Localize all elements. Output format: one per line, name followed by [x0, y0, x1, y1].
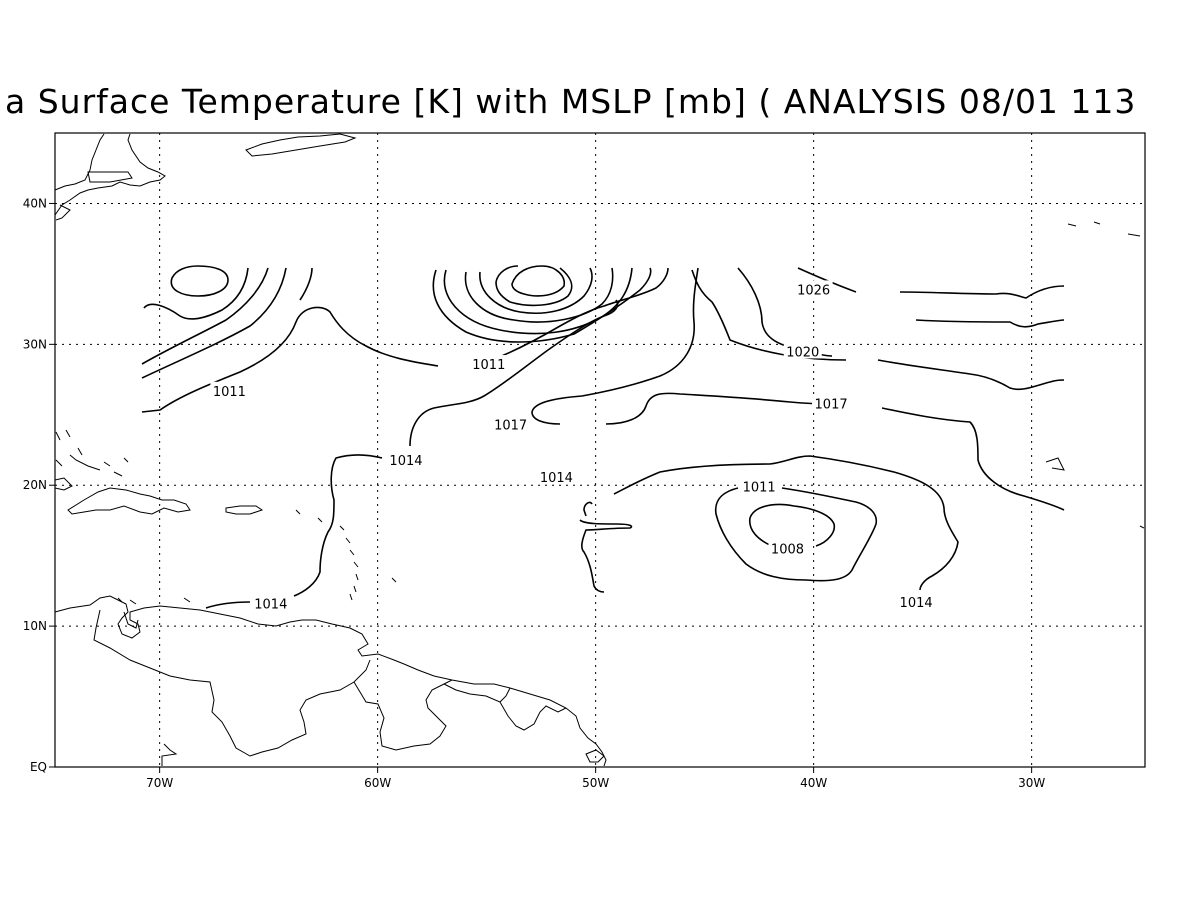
contour-1020	[737, 267, 1065, 391]
title-text: a Surface Temperature [K] with MSLP [mb]…	[5, 82, 1137, 121]
contour-1017-east	[605, 392, 1065, 511]
contour-label-bg	[210, 381, 249, 398]
x-tick-label: 30W	[1018, 776, 1045, 790]
contour-1023	[691, 269, 1065, 361]
contour-label-bg	[537, 467, 576, 484]
contour-1011-west	[141, 306, 439, 413]
contour-label-bg	[386, 450, 425, 467]
y-tick-label: 30N	[23, 337, 47, 351]
contour-1014-low	[613, 455, 959, 591]
coastline-north-america	[54, 133, 166, 221]
x-tick-label: 40W	[800, 776, 827, 790]
contour-label: 1011	[472, 358, 505, 373]
contour-label-bg	[740, 477, 779, 494]
coastline-nova-scotia	[245, 133, 357, 157]
coastline-east-islands	[1045, 221, 1145, 529]
coastline-lesser-antilles	[117, 509, 397, 605]
y-tick-label: 10N	[23, 619, 47, 633]
contour-1017	[531, 267, 699, 425]
contour-west-high-2	[143, 267, 249, 320]
grid-lines	[55, 133, 1145, 767]
contour-west-high-inner	[170, 265, 229, 297]
chart-title: a Surface Temperature [K] with MSLP [mb]…	[0, 80, 1200, 124]
contour-label: 1014	[900, 596, 933, 611]
mslp-contours	[141, 265, 1065, 609]
coastline-bahamas	[55, 429, 129, 477]
contour-1014-central	[409, 299, 619, 447]
contour-west-high-4	[141, 267, 287, 379]
contour-1011-central	[475, 267, 669, 367]
contour-label: 1014	[540, 471, 573, 486]
contour-west-high-3	[141, 267, 269, 365]
contour-central-high-2	[495, 265, 573, 307]
contour-label: 1011	[213, 385, 246, 400]
contour-label-bg	[491, 415, 530, 432]
contour-label-bg	[469, 355, 508, 372]
contour-label: 1011	[743, 481, 776, 496]
coastline-puerto-rico	[225, 505, 264, 515]
contour-label: 1020	[786, 345, 819, 360]
contour-label: 1017	[815, 398, 848, 413]
contour-central-high-6	[432, 267, 652, 343]
contour-1014-sw	[205, 601, 251, 609]
coastline-cuba	[54, 477, 73, 491]
contour-label: 1014	[389, 454, 422, 469]
contour-central-high-4	[464, 267, 614, 323]
coastline-hispaniola	[67, 487, 191, 515]
coastline-lake-maracaibo	[123, 611, 139, 629]
contour-1014-west-link	[293, 454, 383, 597]
contour-1011	[714, 487, 878, 582]
coastlines	[54, 133, 1145, 767]
contour-label-bg	[251, 594, 290, 611]
contour-1014-south	[579, 501, 633, 593]
contour-label-bg	[897, 593, 936, 610]
coastline-south-america-interior	[93, 609, 567, 766]
contour-label: 1017	[494, 419, 527, 434]
y-axis-ticks: EQ 10N 20N 30N 40N	[23, 196, 55, 774]
contour-label: 1008	[771, 543, 804, 558]
contour-labels: 1026 1020 1017 1011 1011 1017 1014 1014 1011 1008…	[210, 280, 936, 613]
contour-label: 1026	[797, 283, 830, 298]
contour-central-high-3	[479, 267, 593, 315]
x-tick-label: 50W	[582, 776, 609, 790]
y-tick-label: EQ	[30, 760, 47, 774]
coastline-south-america	[54, 595, 607, 767]
contour-1026	[797, 267, 1065, 299]
map-frame	[54, 132, 1146, 768]
contour-central-high-inner	[511, 265, 566, 297]
x-tick-label: 60W	[364, 776, 391, 790]
coastline-marajo	[585, 749, 605, 763]
contour-label-bg	[794, 280, 833, 297]
contour-west-high-5	[299, 267, 313, 301]
contour-label: 1014	[254, 598, 287, 613]
contour-label-bg	[812, 394, 851, 411]
x-axis-ticks: 70W 60W 50W 40W 30W	[146, 767, 1045, 790]
contour-label-bg	[768, 539, 807, 556]
contour-label-bg	[783, 342, 822, 359]
y-tick-label: 40N	[23, 196, 47, 210]
y-tick-label: 20N	[23, 478, 47, 492]
x-tick-label: 70W	[146, 776, 173, 790]
